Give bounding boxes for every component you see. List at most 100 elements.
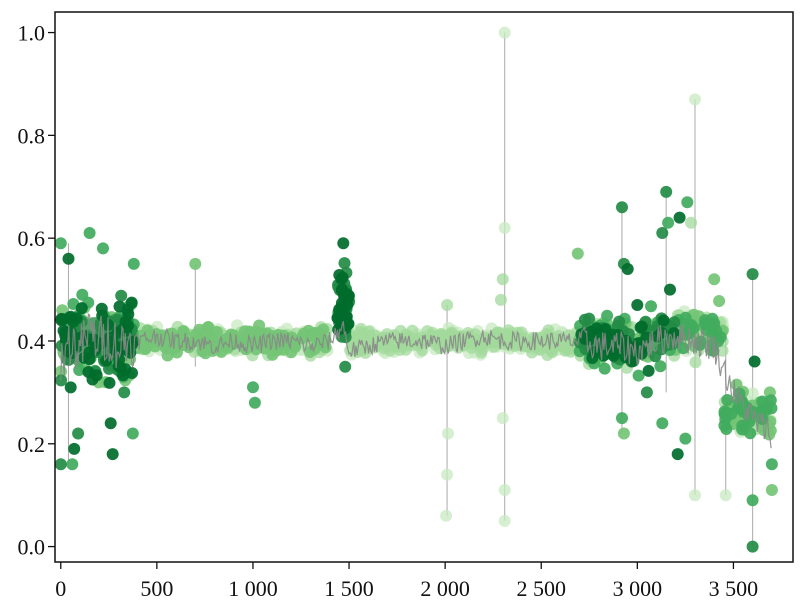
data-point [559, 344, 571, 357]
data-point [126, 427, 139, 440]
data-point [498, 514, 511, 527]
data-point [673, 211, 686, 224]
data-point [660, 185, 673, 198]
data-point [601, 309, 614, 322]
data-point [189, 257, 202, 270]
data-point [498, 221, 511, 234]
data-point [333, 269, 346, 281]
data-point [685, 216, 698, 229]
data-point [488, 340, 500, 353]
data-point [339, 360, 352, 373]
data-point [200, 327, 213, 339]
data-point [608, 346, 621, 359]
data-point [736, 419, 749, 432]
data-point [579, 332, 591, 345]
data-point [442, 427, 454, 440]
data-point [716, 344, 729, 357]
data-point [689, 356, 702, 369]
data-point [115, 289, 128, 302]
data-point [746, 540, 759, 553]
data-point [746, 494, 759, 507]
data-point [689, 489, 701, 502]
data-point [426, 326, 439, 339]
data-point [441, 468, 454, 481]
data-points [54, 26, 778, 553]
data-point [54, 458, 67, 471]
data-point [248, 396, 261, 409]
data-point [645, 300, 657, 313]
x-tick-label: 0 [55, 576, 66, 601]
data-point [746, 387, 759, 400]
data-point [765, 484, 778, 496]
data-point [656, 417, 669, 430]
data-point [389, 340, 402, 353]
data-point [83, 353, 96, 366]
data-point [441, 299, 454, 311]
data-point [210, 325, 223, 338]
y-tick-label: 0.0 [18, 535, 46, 560]
data-point [496, 412, 509, 425]
data-point [579, 343, 592, 356]
x-tick-label: 2 000 [420, 576, 470, 601]
data-point [616, 412, 628, 425]
data-point [127, 257, 140, 270]
data-point [685, 319, 698, 331]
data-point [498, 26, 511, 39]
data-point [590, 322, 603, 335]
data-point [114, 361, 127, 374]
data-point [399, 343, 412, 356]
y-tick-label: 0.8 [18, 123, 46, 148]
data-point [599, 323, 612, 335]
data-point [106, 448, 119, 461]
y-axis-ticks: 0.0 0.2 0.4 0.6 0.8 1.0 [18, 21, 55, 560]
data-point [710, 324, 723, 337]
data-point [671, 448, 684, 461]
data-point [62, 252, 75, 265]
data-point [748, 355, 761, 368]
data-point [104, 417, 117, 430]
data-point [103, 376, 116, 389]
data-point [64, 381, 77, 394]
data-point [756, 395, 769, 408]
data-point [616, 201, 628, 214]
data-point [440, 509, 453, 522]
data-point [125, 296, 138, 309]
data-point [621, 263, 634, 275]
x-tick-label: 2 500 [516, 576, 566, 601]
x-axis-ticks: 0 500 1 000 1 500 2 000 2 500 3 000 3 500 [55, 562, 758, 601]
data-point [617, 427, 630, 440]
data-point [54, 237, 67, 250]
data-point [640, 386, 653, 399]
data-point [72, 427, 85, 440]
data-point [699, 314, 712, 327]
data-point [721, 394, 734, 406]
data-point [642, 364, 655, 377]
y-tick-label: 1.0 [18, 21, 46, 46]
data-point [494, 293, 507, 306]
data-point [249, 326, 262, 339]
data-point [498, 484, 511, 496]
data-point [338, 257, 351, 270]
data-point [611, 319, 624, 332]
data-point [649, 350, 662, 363]
data-point [662, 216, 675, 229]
data-point [679, 432, 692, 445]
x-tick-label: 3 000 [613, 576, 663, 601]
data-point [765, 458, 778, 471]
data-point [122, 319, 135, 332]
data-point [719, 489, 732, 502]
data-point [656, 227, 669, 239]
data-point [55, 374, 68, 387]
data-point [475, 346, 488, 359]
data-point [708, 273, 721, 286]
x-tick-label: 1 000 [228, 576, 278, 601]
plot-frame [54, 11, 794, 563]
data-point [308, 326, 321, 339]
data-point [141, 324, 154, 337]
data-point [68, 442, 81, 455]
data-point [496, 273, 509, 286]
data-point [718, 407, 731, 420]
data-point [337, 237, 350, 250]
data-point [631, 299, 644, 311]
data-point [654, 360, 667, 373]
